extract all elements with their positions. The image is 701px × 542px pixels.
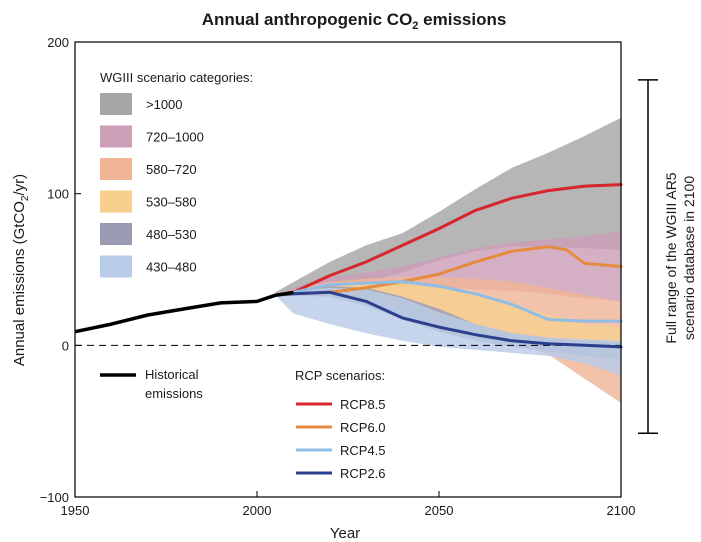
historical-line xyxy=(74,290,294,334)
rcp-series-lines xyxy=(273,183,623,349)
range-label-line1: Full range of the WGIII AR5 xyxy=(663,172,679,343)
historical-line-group xyxy=(74,290,294,334)
series-rcp8-5 xyxy=(273,183,623,297)
full-range-bracket xyxy=(638,79,658,435)
legend-swatch-1000 xyxy=(100,93,132,115)
range-label-line2: scenario database in 2100 xyxy=(681,176,697,340)
legend-swatch-720-1000 xyxy=(100,125,132,148)
plot-frame xyxy=(74,41,622,498)
x-axis-label: Year xyxy=(330,525,360,542)
legend-rcp-label: RCP6.0 xyxy=(340,420,386,435)
y-tick-label: 100 xyxy=(47,187,69,202)
chart-title: Annual anthropogenic CO2 emissions xyxy=(202,10,507,32)
band-580-720 xyxy=(275,277,621,403)
legend-category-label: 430–480 xyxy=(146,260,197,275)
legend-category-label: 480–530 xyxy=(146,227,197,242)
legend-historical-label: Historical xyxy=(145,367,199,382)
x-tick-label: 2050 xyxy=(425,503,454,518)
legend-categories-title: WGIII scenario categories: xyxy=(100,70,253,85)
y-tick-label: 0 xyxy=(62,338,69,353)
legend-rcp-label: RCP2.6 xyxy=(340,466,386,481)
legend-swatch-430-480 xyxy=(100,255,132,278)
y-tick-label: 200 xyxy=(47,35,69,50)
y-axis-label: Annual emissions (GtCO2/yr) xyxy=(11,174,31,366)
x-tick-label: 2000 xyxy=(243,503,272,518)
series-rcp4-5 xyxy=(273,280,623,323)
legend-swatch-530-580 xyxy=(100,190,132,213)
legend-historical-label-2: emissions xyxy=(145,386,203,401)
legend: WGIII scenario categories: Historical em… xyxy=(100,70,386,481)
legend-rcp-label: RCP4.5 xyxy=(340,443,386,458)
series-rcp2-6 xyxy=(273,290,623,349)
band-430-480 xyxy=(275,287,621,376)
x-tick-label: 2100 xyxy=(607,503,636,518)
legend-category-label: >1000 xyxy=(146,97,183,112)
legend-rcp-label: RCP8.5 xyxy=(340,397,386,412)
legend-category-label: 580–720 xyxy=(146,162,197,177)
axis-ticks: 1950 2000 2050 2100 200 100 0 −100 xyxy=(40,35,636,518)
scenario-bands xyxy=(275,117,621,403)
legend-rcp-title: RCP scenarios: xyxy=(295,368,385,383)
legend-category-label: 530–580 xyxy=(146,195,197,210)
legend-category-label: 720–1000 xyxy=(146,130,204,145)
band-1000 xyxy=(275,117,621,296)
y-tick-label: −100 xyxy=(40,490,69,505)
legend-swatch-580-720 xyxy=(100,158,132,180)
x-tick-label: 1950 xyxy=(61,503,90,518)
legend-swatch-480-530 xyxy=(100,223,132,245)
